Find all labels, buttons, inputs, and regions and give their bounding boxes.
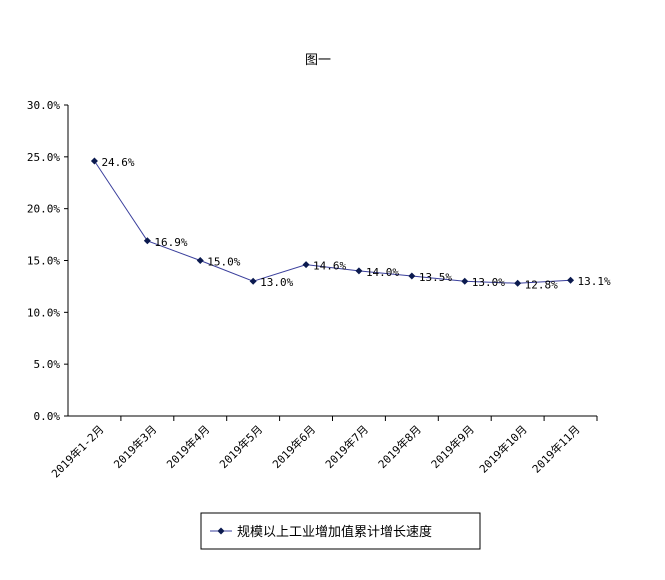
data-label: 12.8% bbox=[525, 278, 558, 291]
data-label: 13.1% bbox=[578, 275, 611, 288]
y-tick-label: 15.0% bbox=[27, 255, 60, 268]
data-label: 14.0% bbox=[366, 266, 399, 279]
x-tick-label: 2019年10月 bbox=[476, 422, 530, 476]
x-tick-label: 2019年4月 bbox=[163, 422, 212, 471]
legend-box bbox=[200, 512, 481, 550]
y-tick-label: 10.0% bbox=[27, 306, 60, 319]
data-label: 15.0% bbox=[207, 256, 240, 269]
x-tick-label: 2019年3月 bbox=[111, 422, 160, 471]
data-point bbox=[408, 272, 416, 280]
data-point bbox=[196, 257, 204, 264]
data-point bbox=[302, 261, 310, 269]
data-label: 13.0% bbox=[472, 276, 505, 289]
data-label: 16.9% bbox=[154, 236, 187, 249]
data-point bbox=[249, 277, 257, 285]
data-point bbox=[90, 157, 98, 165]
y-tick-label: 20.0% bbox=[27, 203, 60, 216]
data-point bbox=[461, 277, 469, 285]
series-layer bbox=[90, 157, 575, 287]
x-tick-label: 2019年9月 bbox=[428, 422, 477, 471]
x-ticks: 2019年1-2月 2019年3月 2019年4月 2019年5月 2019年6月 201… bbox=[48, 416, 598, 480]
y-tick-label: 0.0% bbox=[34, 410, 61, 423]
data-label: 24.6% bbox=[101, 156, 134, 169]
data-label: 14.6% bbox=[313, 260, 346, 273]
data-point bbox=[143, 237, 151, 245]
data-labels: 24.6% 16.9% 15.0% 13.0% 14.6% 14.0% 13.5% 13.0%… bbox=[101, 156, 611, 291]
x-tick-label: 2019年6月 bbox=[269, 422, 318, 471]
x-tick-label: 2019年1-2月 bbox=[48, 422, 106, 480]
x-tick-label: 2019年8月 bbox=[375, 422, 424, 471]
legend-label: 规模以上工业增加值累计增长速度 bbox=[237, 524, 432, 540]
data-point bbox=[355, 267, 363, 275]
series-line bbox=[94, 160, 571, 284]
x-tick-label: 2019年5月 bbox=[216, 422, 265, 471]
legend: 规模以上工业增加值累计增长速度 bbox=[200, 512, 481, 550]
y-tick-label: 30.0% bbox=[27, 99, 60, 112]
y-ticks: 0.0% 5.0% 10.0% 15.0% 20.0% 25.0% 30.0% bbox=[27, 99, 68, 423]
data-point bbox=[567, 276, 575, 284]
chart-title: 图一 bbox=[305, 53, 331, 68]
x-tick-label: 2019年11月 bbox=[529, 422, 583, 476]
x-tick-label: 2019年7月 bbox=[322, 422, 371, 471]
legend-marker bbox=[217, 527, 225, 535]
data-point bbox=[514, 279, 522, 287]
y-tick-label: 5.0% bbox=[34, 358, 61, 371]
y-tick-label: 25.0% bbox=[27, 151, 60, 164]
data-label: 13.5% bbox=[419, 271, 452, 284]
data-label: 13.0% bbox=[260, 276, 293, 289]
